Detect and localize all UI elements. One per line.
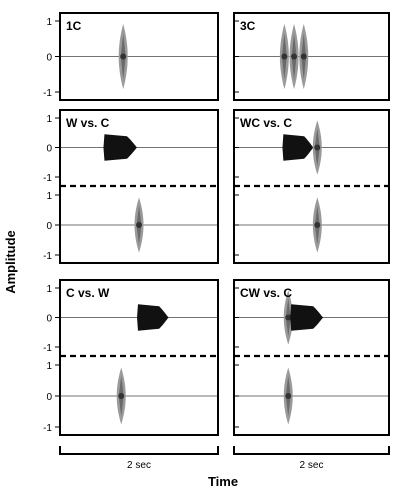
click-center <box>300 53 307 60</box>
panel-frame <box>59 279 219 436</box>
panel-CWvsC: CW vs. C <box>233 279 390 436</box>
y-tick-label: 0 <box>46 221 52 232</box>
y-tick-label: 0 <box>46 144 52 155</box>
panel-WCvsC: WC vs. C <box>233 109 390 264</box>
click-center <box>285 314 292 321</box>
y-tick-label: 1 <box>46 191 52 202</box>
axes-layer: 1 0 -1 1 0 -1 1 0 -1 1 0 -1 1 0 -1 2 sec 2 sec <box>43 17 390 471</box>
click-center <box>120 53 127 60</box>
panel-frame <box>233 279 390 436</box>
whistle-mark <box>103 134 138 161</box>
x-axis-label: Time <box>208 474 238 489</box>
panel-label: 1C <box>66 19 82 33</box>
y-tick-label: -1 <box>43 343 52 354</box>
y-tick-label: 0 <box>46 53 52 64</box>
scale-bar-bracket <box>233 446 390 455</box>
scale-bar-bracket <box>59 446 219 455</box>
panels-layer: 1C 3C W vs. C WC vs. C C vs. W CW vs. C <box>59 12 390 436</box>
whistle-mark <box>137 304 169 331</box>
click-center <box>285 393 292 399</box>
panel-label: C vs. W <box>66 286 110 300</box>
y-tick-label: 1 <box>46 284 52 295</box>
y-tick-label: -1 <box>43 251 52 262</box>
click-center <box>314 222 321 228</box>
whistle-mark <box>290 304 324 331</box>
panel-CvsW: C vs. W <box>59 279 219 436</box>
y-axis-label: Amplitude <box>3 230 18 294</box>
y-tick-label: 0 <box>46 314 52 325</box>
panel-frame <box>233 12 390 101</box>
whistle-mark <box>282 134 314 161</box>
click-center <box>136 222 142 228</box>
y-tick-label: 1 <box>46 17 52 28</box>
scale-bar: 2 sec <box>59 446 219 471</box>
panel-3C: 3C <box>233 12 390 101</box>
scale-bar: 2 sec <box>233 446 390 471</box>
scale-bar-label: 2 sec <box>300 460 324 471</box>
y-tick-label: 0 <box>46 392 52 403</box>
y-tick-label: 1 <box>46 361 52 372</box>
panel-label: 3C <box>240 19 256 33</box>
click-center <box>281 53 288 60</box>
y-tick-label: -1 <box>43 423 52 434</box>
click-center <box>314 144 321 151</box>
panel-1C: 1C <box>59 12 219 101</box>
scale-bar-label: 2 sec <box>127 460 151 471</box>
click-center <box>118 393 125 399</box>
panel-WvsC: W vs. C <box>59 109 219 264</box>
panel-label: W vs. C <box>66 116 110 130</box>
panel-label: WC vs. C <box>240 116 292 130</box>
click-center <box>291 53 298 60</box>
y-tick-label: 1 <box>46 114 52 125</box>
y-tick-label: -1 <box>43 88 52 99</box>
panel-label: CW vs. C <box>240 286 292 300</box>
y-tick-label: -1 <box>43 173 52 184</box>
